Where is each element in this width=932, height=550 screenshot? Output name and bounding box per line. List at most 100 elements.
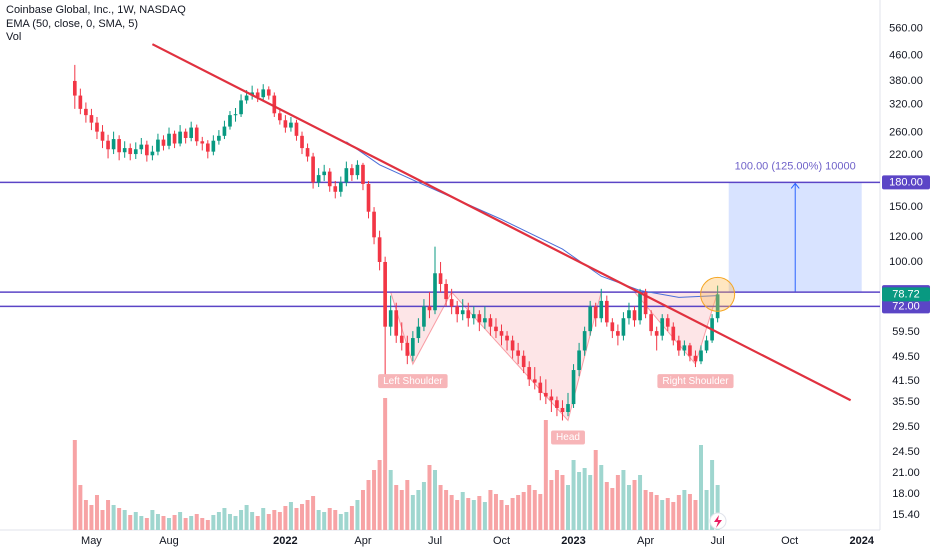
volume-bar xyxy=(261,508,266,530)
candle-body xyxy=(372,211,376,238)
volume-bar xyxy=(660,500,665,530)
volume-bar xyxy=(111,505,116,530)
volume-bar xyxy=(449,495,454,530)
candle-body xyxy=(560,407,565,413)
candle-body xyxy=(610,322,615,332)
candle-body xyxy=(172,133,177,144)
candle-body xyxy=(621,318,626,336)
candle-body xyxy=(300,135,304,149)
candle-body xyxy=(399,335,404,343)
volume-bar xyxy=(78,485,83,530)
lightning-icon[interactable] xyxy=(709,512,727,530)
x-tick-label: Jul xyxy=(428,535,442,547)
candle-body xyxy=(200,141,205,144)
volume-bar xyxy=(521,492,526,530)
volume-bar xyxy=(167,518,172,530)
volume-bar xyxy=(89,505,94,530)
y-tick-label: 380.00 xyxy=(889,75,923,87)
volume-bar xyxy=(499,500,504,530)
candle-body xyxy=(510,340,515,351)
volume-bar xyxy=(388,470,393,530)
chart-title: Coinbase Global, Inc., 1W, NASDAQ xyxy=(6,4,186,16)
y-tick-label: 35.50 xyxy=(892,396,920,408)
volume-bar xyxy=(122,510,127,530)
measure-label: 100.00 (125.00%) 10000 xyxy=(735,160,856,172)
candle-body xyxy=(455,306,460,315)
y-tick-label: 120.00 xyxy=(889,231,923,243)
volume-bar xyxy=(510,498,515,530)
volume-bar xyxy=(571,460,576,530)
volume-bar xyxy=(133,512,138,530)
candle-body xyxy=(139,144,144,150)
y-tick-label: 560.00 xyxy=(889,23,923,35)
volume-bar xyxy=(233,516,238,530)
volume-bar xyxy=(427,465,432,530)
y-tick-label: 260.00 xyxy=(889,127,923,139)
volume-bar xyxy=(155,514,160,530)
volume-bar xyxy=(344,512,349,530)
volume-bar xyxy=(477,496,482,530)
x-tick-label: Apr xyxy=(637,535,654,547)
volume-bar xyxy=(410,495,415,530)
volume-bar xyxy=(266,514,271,530)
volume-bar xyxy=(687,494,692,530)
volume-bar xyxy=(433,470,438,530)
volume-bar xyxy=(588,475,593,530)
candle-body xyxy=(189,127,194,138)
candle-body xyxy=(577,350,581,371)
y-tick-label: 18.00 xyxy=(892,488,920,500)
volume-bar xyxy=(333,510,338,530)
candle-body xyxy=(665,318,670,327)
volume-bar xyxy=(294,508,299,530)
x-tick-label: Aug xyxy=(159,535,179,547)
candle-body xyxy=(433,273,437,311)
volume-bar xyxy=(610,488,615,530)
volume-bar xyxy=(161,516,166,530)
volume-bar xyxy=(671,502,676,530)
hline-label: 72.00 xyxy=(892,300,920,312)
candle-body xyxy=(106,140,110,150)
candle-body xyxy=(333,186,338,192)
volume-bar xyxy=(599,465,604,530)
volume-bar xyxy=(632,480,637,530)
volume-bar xyxy=(566,485,571,530)
volume-bar xyxy=(239,510,244,530)
volume-bar xyxy=(488,490,493,530)
candle-body xyxy=(449,299,454,307)
candle-body xyxy=(516,350,520,356)
volume-bar xyxy=(621,470,626,530)
volume-bar xyxy=(649,492,654,530)
candle-body xyxy=(205,143,210,152)
candle-body xyxy=(239,100,243,115)
hline-box xyxy=(882,299,930,314)
x-tick-label: Jul xyxy=(711,535,725,547)
candle-body xyxy=(427,306,432,311)
volume-bar xyxy=(128,515,133,530)
volume-bar xyxy=(200,518,205,530)
candle-body xyxy=(272,95,277,114)
candle-body xyxy=(355,164,360,176)
candle-body xyxy=(566,404,570,413)
candle-body xyxy=(555,400,559,408)
volume-bar xyxy=(615,475,620,530)
candle-body xyxy=(715,294,720,319)
candle-body xyxy=(499,331,504,336)
candle-body xyxy=(677,340,681,351)
volume-bar xyxy=(383,398,388,530)
candle-body xyxy=(150,151,155,156)
candle-body xyxy=(411,338,415,356)
volume-bar xyxy=(183,518,188,530)
volume-bar xyxy=(421,482,426,530)
candle-body xyxy=(156,139,160,152)
volume-bar xyxy=(699,445,704,530)
ema-line xyxy=(346,141,718,298)
indicator-label: EMA (50, close, 0, SMA, 5) xyxy=(6,18,138,30)
volume-bar xyxy=(189,516,194,530)
candle-body xyxy=(111,139,116,150)
candle-body xyxy=(145,144,149,156)
candle-body xyxy=(488,318,493,327)
x-tick-label: 2023 xyxy=(561,535,585,547)
volume-bar xyxy=(538,494,543,530)
candle-body xyxy=(84,108,88,116)
volume-bar xyxy=(643,490,648,530)
